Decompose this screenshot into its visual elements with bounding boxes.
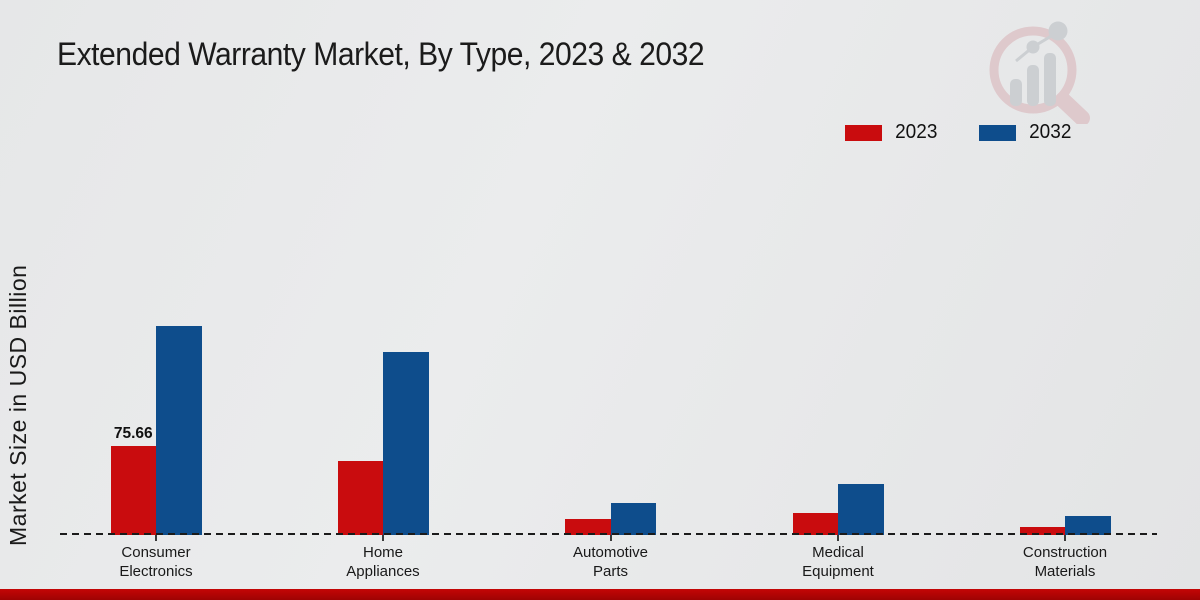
legend: 2023 2032 — [845, 121, 1072, 144]
data-value-label: 75.66 — [113, 425, 153, 442]
legend-item-2023: 2023 — [845, 121, 939, 144]
legend-item-2032: 2032 — [978, 121, 1073, 144]
bar-2023-automotive-parts — [565, 519, 611, 535]
legend-swatch-2032 — [978, 124, 1016, 141]
bar-2032-consumer-electronics — [156, 325, 202, 535]
legend-label-2023: 2023 — [895, 121, 938, 143]
bar-2032-medical-equipment — [838, 483, 884, 535]
x-axis-tick — [1064, 535, 1066, 541]
legend-label-2032: 2032 — [1028, 121, 1071, 143]
x-axis-tick — [609, 535, 612, 541]
chart-title: Extended Warranty Market, By Type, 2023 … — [57, 36, 705, 72]
y-axis-label: Market Size in USD Billion — [5, 264, 31, 546]
x-axis-tick — [155, 535, 157, 541]
category-label: Automotive Parts — [572, 544, 649, 580]
category-label: Home Appliances — [346, 544, 420, 580]
bar-2023-consumer-electronics — [110, 446, 156, 535]
category-label: Consumer Electronics — [119, 544, 193, 580]
category-label: Medical Equipment — [802, 544, 874, 580]
bar-2032-automotive-parts — [610, 503, 656, 535]
bar-2032-home-appliances — [383, 351, 429, 535]
bar-2032-construction-materials — [1065, 515, 1111, 535]
x-axis-baseline — [60, 533, 1157, 535]
category-label: Construction Materials — [1022, 544, 1108, 580]
bottom-red-strip — [0, 589, 1200, 600]
magnifier-bar-chart-logo-watermark — [989, 21, 1090, 124]
x-axis-tick — [382, 535, 384, 541]
bar-2023-medical-equipment — [792, 513, 838, 535]
x-axis-tick — [837, 535, 839, 541]
legend-swatch-2023 — [845, 124, 882, 141]
bar-2023-home-appliances — [337, 461, 383, 535]
bar-2023-construction-materials — [1019, 527, 1065, 535]
